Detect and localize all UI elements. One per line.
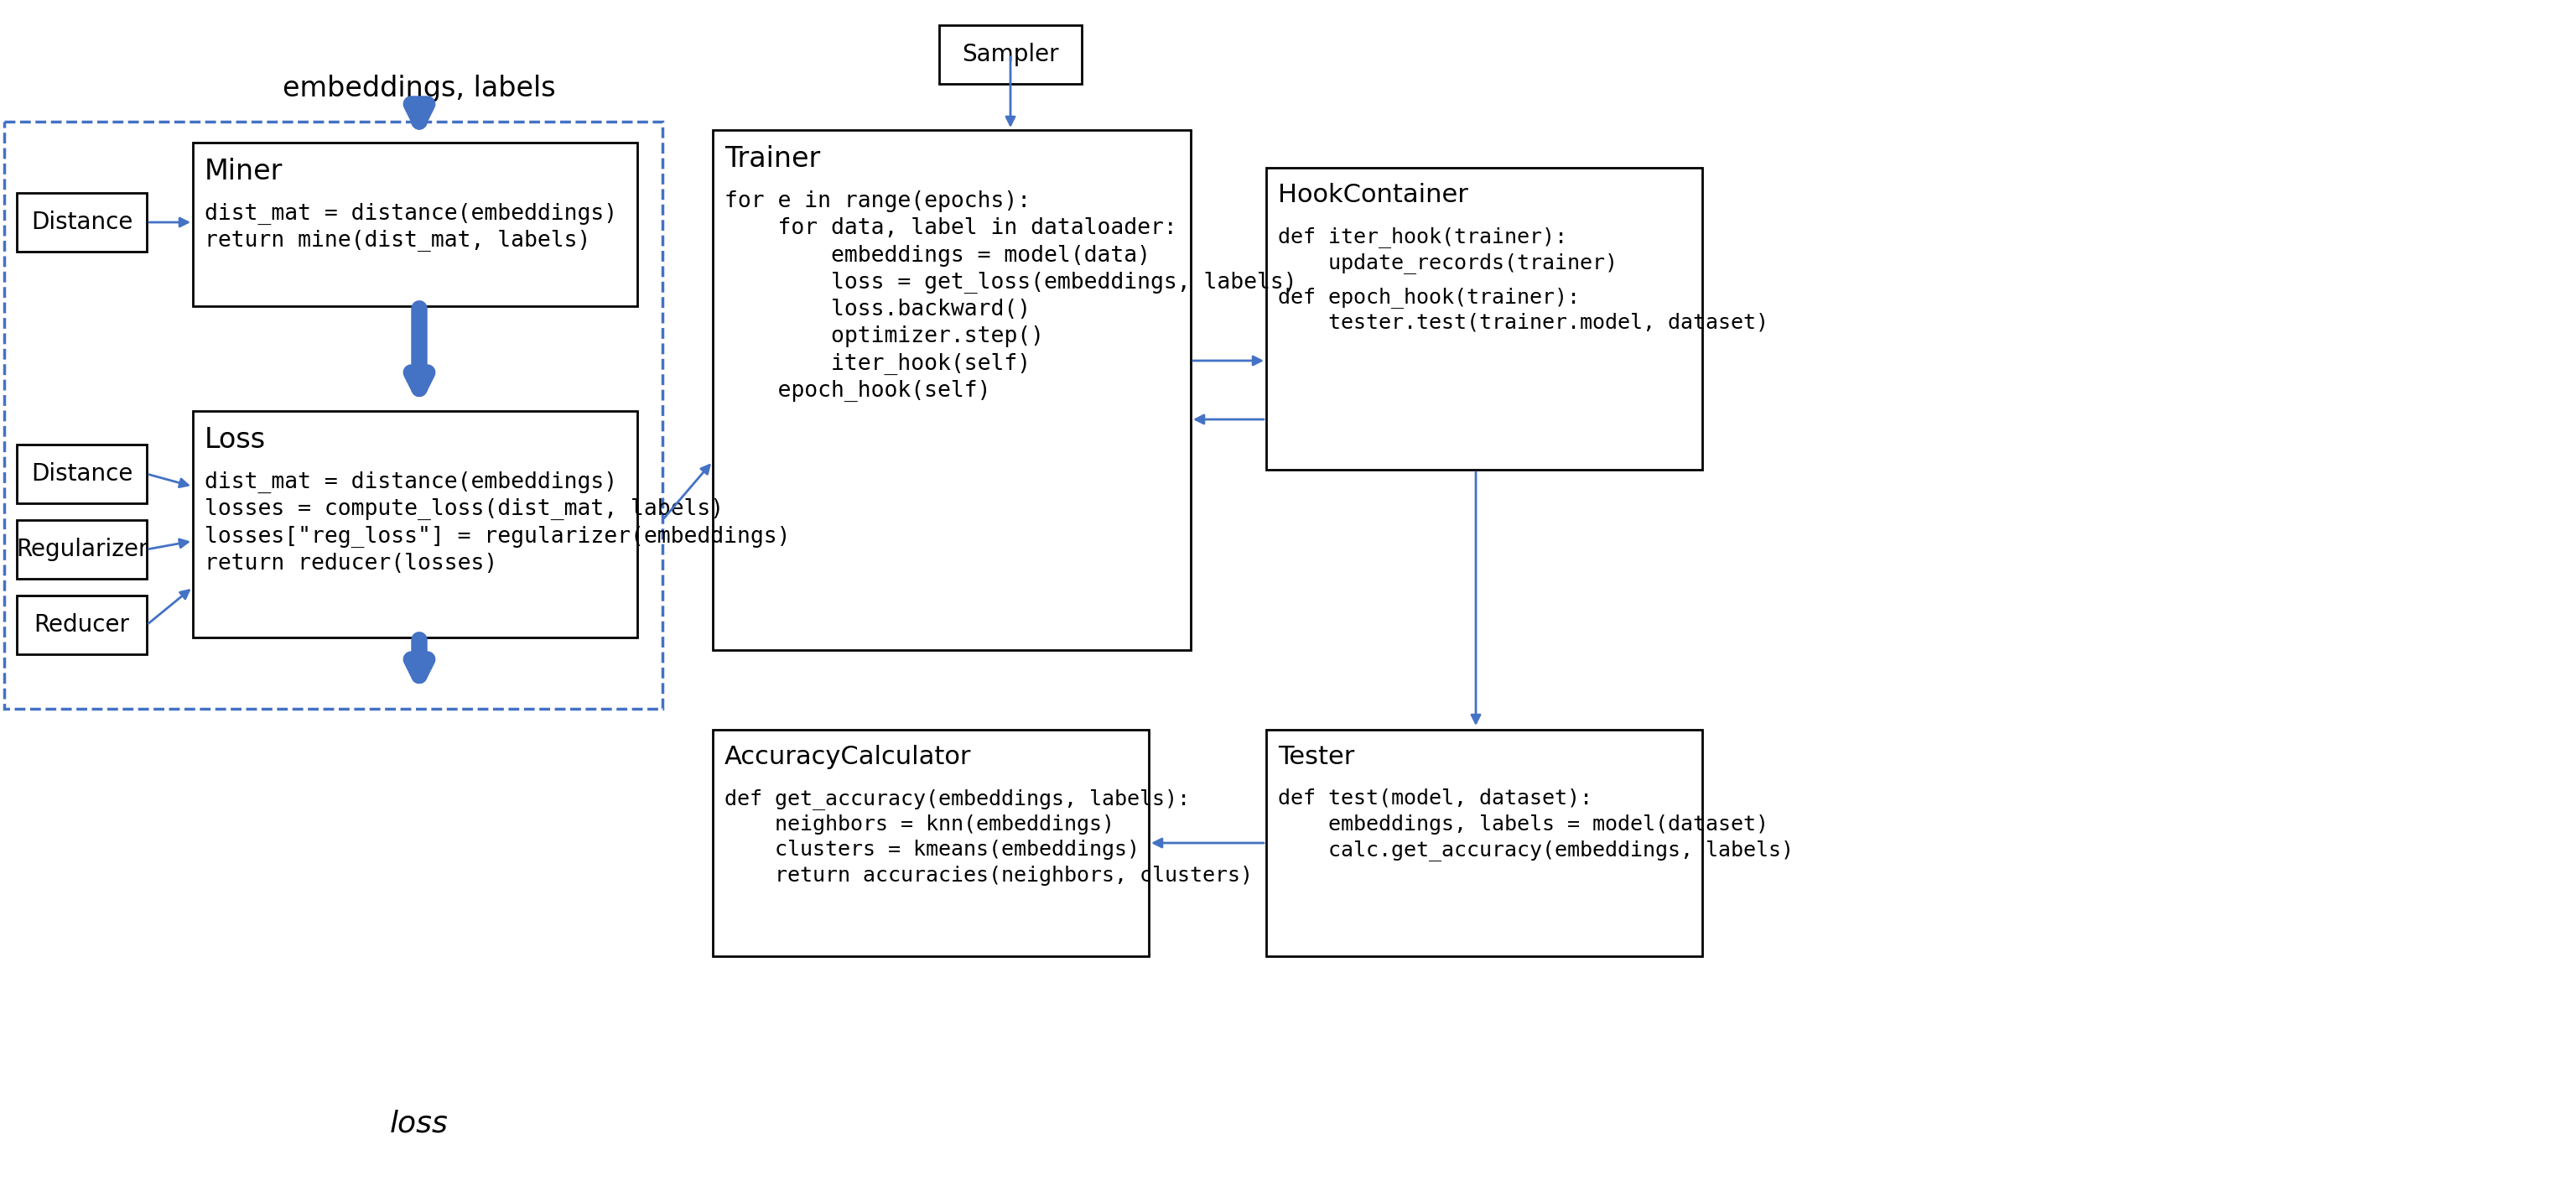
Text: Tester: Tester — [1278, 745, 1355, 769]
Text: def iter_hook(trainer):: def iter_hook(trainer): — [1278, 227, 1566, 248]
Text: dist_mat = distance(embeddings): dist_mat = distance(embeddings) — [204, 471, 618, 494]
Text: AccuracyCalculator: AccuracyCalculator — [724, 745, 971, 769]
Text: dist_mat = distance(embeddings): dist_mat = distance(embeddings) — [204, 203, 618, 224]
Bar — [1267, 168, 1703, 470]
Text: embeddings, labels: embeddings, labels — [283, 74, 556, 102]
Text: embeddings, labels = model(dataset): embeddings, labels = model(dataset) — [1278, 814, 1770, 834]
Text: loss: loss — [389, 1110, 448, 1138]
Text: Distance: Distance — [31, 462, 131, 485]
Bar — [193, 143, 636, 306]
Text: for data, label in dataloader:: for data, label in dataloader: — [724, 217, 1177, 240]
Text: clusters = kmeans(embeddings): clusters = kmeans(embeddings) — [724, 840, 1139, 860]
Bar — [1267, 730, 1703, 957]
Text: def test(model, dataset):: def test(model, dataset): — [1278, 789, 1592, 809]
Text: update_records(trainer): update_records(trainer) — [1278, 252, 1618, 273]
Text: loss = get_loss(embeddings, labels): loss = get_loss(embeddings, labels) — [724, 272, 1296, 294]
Bar — [5, 122, 662, 709]
Text: Reducer: Reducer — [33, 613, 129, 637]
Text: HookContainer: HookContainer — [1278, 183, 1468, 207]
Text: epoch_hook(self): epoch_hook(self) — [724, 380, 992, 402]
Text: neighbors = knn(embeddings): neighbors = knn(embeddings) — [724, 814, 1115, 834]
Text: losses["reg_loss"] = regularizer(embeddings): losses["reg_loss"] = regularizer(embeddi… — [204, 526, 791, 548]
Text: Trainer: Trainer — [724, 145, 819, 172]
Bar — [18, 595, 147, 654]
Text: return accuracies(neighbors, clusters): return accuracies(neighbors, clusters) — [724, 866, 1252, 886]
Text: loss.backward(): loss.backward() — [724, 299, 1030, 320]
Text: def epoch_hook(trainer):: def epoch_hook(trainer): — [1278, 287, 1579, 308]
Text: Sampler: Sampler — [961, 43, 1059, 66]
Text: def get_accuracy(embeddings, labels):: def get_accuracy(embeddings, labels): — [724, 789, 1190, 809]
Text: Loss: Loss — [204, 426, 265, 454]
Bar — [714, 130, 1190, 650]
Text: Distance: Distance — [31, 210, 131, 234]
Text: Regularizer: Regularizer — [15, 537, 147, 561]
Text: Miner: Miner — [204, 158, 283, 185]
Text: iter_hook(self): iter_hook(self) — [724, 353, 1030, 374]
Bar — [18, 520, 147, 579]
Text: optimizer.step(): optimizer.step() — [724, 326, 1043, 347]
Text: for e in range(epochs):: for e in range(epochs): — [724, 190, 1030, 213]
Text: return mine(dist_mat, labels): return mine(dist_mat, labels) — [204, 230, 590, 252]
Bar — [940, 25, 1082, 84]
Bar — [18, 444, 147, 503]
Text: tester.test(trainer.model, dataset): tester.test(trainer.model, dataset) — [1278, 313, 1770, 333]
Text: embeddings = model(data): embeddings = model(data) — [724, 244, 1151, 267]
Bar — [193, 411, 636, 638]
Text: losses = compute_loss(dist_mat, labels): losses = compute_loss(dist_mat, labels) — [204, 498, 724, 521]
Bar — [714, 730, 1149, 957]
Text: return reducer(losses): return reducer(losses) — [204, 553, 497, 574]
Bar — [18, 193, 147, 252]
Text: calc.get_accuracy(embeddings, labels): calc.get_accuracy(embeddings, labels) — [1278, 840, 1793, 861]
